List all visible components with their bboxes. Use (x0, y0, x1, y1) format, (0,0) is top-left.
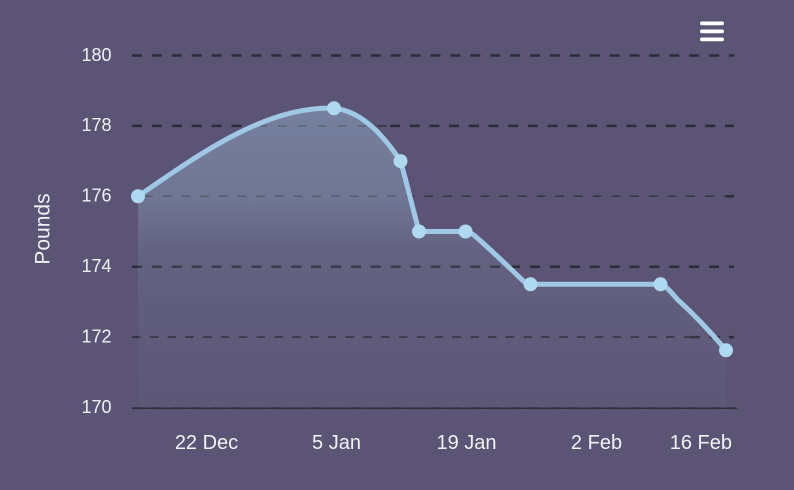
svg-text:176: 176 (81, 186, 111, 206)
svg-text:Pounds: Pounds (32, 193, 55, 264)
svg-text:172: 172 (81, 326, 111, 346)
svg-text:170: 170 (81, 397, 111, 417)
svg-text:22 Dec: 22 Dec (175, 432, 238, 454)
svg-text:2 Feb: 2 Feb (571, 432, 622, 454)
svg-text:178: 178 (81, 115, 111, 135)
svg-text:19 Jan: 19 Jan (436, 432, 496, 454)
svg-text:16 Feb: 16 Feb (670, 432, 732, 454)
svg-text:5 Jan: 5 Jan (312, 432, 361, 454)
svg-text:180: 180 (81, 45, 111, 65)
svg-text:174: 174 (81, 256, 111, 276)
